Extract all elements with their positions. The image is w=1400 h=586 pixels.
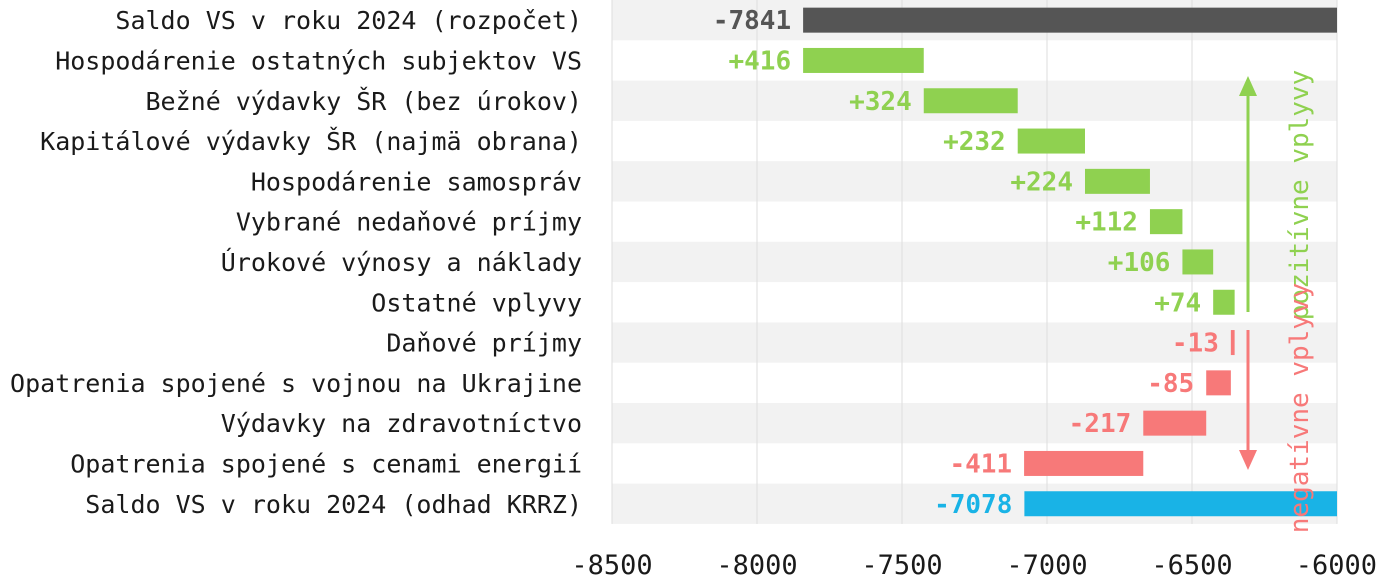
bars bbox=[803, 7, 1337, 517]
data-label-5: +112 bbox=[1075, 208, 1138, 238]
data-labels: -7841 +416 +324 +232+224+112 +106 +74 -13 -85 -2… bbox=[713, 6, 1219, 520]
category-label-5: Vybrané nedaňové príjmy bbox=[236, 208, 582, 237]
data-label-3: +232 bbox=[943, 127, 1006, 157]
row-bands bbox=[612, 0, 1337, 524]
category-label-9: Opatrenia spojené s vojnou na Ukrajine bbox=[10, 369, 582, 398]
category-label-4: Hospodárenie samospráv bbox=[251, 167, 582, 196]
bar-1 bbox=[803, 47, 924, 73]
positive-arrow-head bbox=[1239, 76, 1257, 96]
data-label-11: -411 bbox=[949, 449, 1012, 479]
row-band-4 bbox=[612, 161, 1337, 202]
bar-6 bbox=[1182, 249, 1214, 275]
category-label-6: Úrokové výnosy a náklady bbox=[221, 247, 582, 277]
bar-0 bbox=[803, 7, 1337, 33]
bar-7 bbox=[1213, 289, 1235, 315]
bar-2 bbox=[923, 88, 1018, 114]
bar-11 bbox=[1024, 450, 1144, 476]
bar-10 bbox=[1143, 410, 1207, 436]
category-label-8: Daňové príjmy bbox=[386, 329, 582, 358]
bar-12 bbox=[1024, 491, 1337, 517]
x-axis-ticks: -8500 -8000 -7500 -7000 -6500 -6000 bbox=[571, 550, 1377, 581]
negative-arrow-head bbox=[1239, 450, 1257, 470]
category-label-11: Opatrenia spojené s cenami energií bbox=[70, 449, 582, 478]
category-label-12: Saldo VS v roku 2024 (odhad KRRZ) bbox=[85, 490, 582, 519]
data-label-2: +324 bbox=[849, 87, 912, 117]
tick-label-0: -8500 bbox=[571, 550, 652, 581]
row-band-8 bbox=[612, 322, 1337, 363]
category-label-2: Bežné výdavky ŠR (bez úrokov) bbox=[146, 86, 583, 116]
data-label-12: -7078 bbox=[934, 490, 1012, 520]
bar-3 bbox=[1017, 128, 1085, 154]
data-label-6: +106 bbox=[1108, 248, 1171, 278]
category-label-1: Hospodárenie ostatných subjektov VS bbox=[55, 46, 582, 75]
tick-label-2: -7500 bbox=[861, 550, 942, 581]
negative-annotation: negatívne vplyvy bbox=[1285, 283, 1315, 533]
bar-8 bbox=[1230, 330, 1235, 356]
data-label-7: +74 bbox=[1154, 288, 1201, 318]
category-labels: Saldo VS v roku 2024 (rozpočet) Hospodáre… bbox=[10, 6, 582, 519]
bar-5 bbox=[1149, 209, 1183, 235]
tick-label-5: -6000 bbox=[1296, 550, 1377, 581]
data-label-1: +416 bbox=[728, 46, 791, 76]
category-label-7: Ostatné vplyvy bbox=[371, 288, 582, 317]
data-label-9: -85 bbox=[1147, 369, 1194, 399]
tick-label-4: -6500 bbox=[1151, 550, 1232, 581]
positive-annotation: pozitívne vplyvy bbox=[1285, 70, 1315, 320]
tick-label-3: -7000 bbox=[1006, 550, 1087, 581]
data-label-8: -13 bbox=[1172, 329, 1219, 359]
category-label-3: Kapitálové výdavky ŠR (najmä obrana) bbox=[40, 126, 582, 156]
tick-label-1: -8000 bbox=[716, 550, 797, 581]
row-band-6 bbox=[612, 241, 1337, 283]
row-band-10 bbox=[612, 403, 1337, 444]
bar-4 bbox=[1084, 168, 1150, 194]
category-label-0: Saldo VS v roku 2024 (rozpočet) bbox=[115, 6, 582, 35]
annotations: pozitívne vplyvy negatívne vplyvy bbox=[1239, 70, 1315, 533]
data-label-0: -7841 bbox=[713, 6, 791, 36]
data-label-4: +224 bbox=[1010, 167, 1073, 197]
data-label-10: -217 bbox=[1069, 409, 1132, 439]
bar-9 bbox=[1206, 370, 1231, 396]
category-label-10: Výdavky na zdravotníctvo bbox=[221, 409, 582, 438]
